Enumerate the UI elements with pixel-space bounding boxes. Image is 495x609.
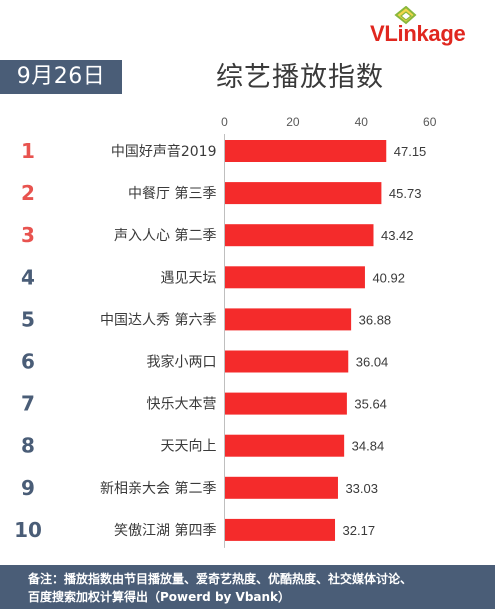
value-label: 35.64 xyxy=(354,397,387,412)
bar xyxy=(225,392,347,415)
bar xyxy=(225,266,365,289)
category-label: 我家小两口 xyxy=(147,354,217,371)
footer-note: 备注：播放指数由节目播放量、爱奇艺热度、优酷热度、社交媒体讨论、 百度搜索加权计… xyxy=(0,565,495,609)
rank-number: 3 xyxy=(21,223,35,247)
chart-title: 综艺播放指数 xyxy=(216,62,384,93)
category-label: 快乐大本营 xyxy=(147,397,217,413)
bar xyxy=(225,140,387,162)
rank-number: 1 xyxy=(21,139,35,163)
bar xyxy=(225,518,336,541)
rank-number: 2 xyxy=(21,181,35,205)
vlinkage-logo-icon xyxy=(394,6,417,25)
bar xyxy=(225,476,338,499)
category-label: 笑傲江湖 第四季 xyxy=(114,522,216,539)
vlinkage-wordmark: VLinkage xyxy=(370,21,466,46)
rank-number: 6 xyxy=(21,350,35,374)
rank-number: 8 xyxy=(21,434,35,458)
value-label: 34.84 xyxy=(352,439,385,454)
vlinkage-logo: VLinkage xyxy=(370,6,482,48)
rank-number: 9 xyxy=(21,476,35,500)
bar xyxy=(225,434,345,457)
value-label: 43.42 xyxy=(381,228,414,243)
x-tick-label: 20 xyxy=(286,115,300,129)
category-label: 声入人心 第二季 xyxy=(114,227,216,244)
bar xyxy=(225,350,349,373)
value-label: 47.15 xyxy=(394,144,427,159)
bar xyxy=(225,308,352,331)
rank-number: 5 xyxy=(21,307,35,331)
category-label: 中国好声音2019 xyxy=(111,143,217,160)
x-tick-label: 60 xyxy=(423,115,437,129)
category-label: 中国达人秀 第六季 xyxy=(100,311,216,328)
rank-number: 10 xyxy=(14,518,42,542)
bar xyxy=(225,224,374,247)
x-tick-label: 0 xyxy=(221,115,228,129)
value-label: 45.73 xyxy=(389,186,422,201)
date-badge: 9月26日 xyxy=(0,60,122,94)
category-label: 遇见天坛 xyxy=(161,270,217,286)
value-label: 40.92 xyxy=(372,270,405,285)
footer-note-line-2: 百度搜索加权计算得出（Powerd by Vbank） xyxy=(28,590,291,604)
value-label: 36.04 xyxy=(356,355,389,370)
category-label: 新相亲大会 第二季 xyxy=(100,480,216,497)
value-label: 36.88 xyxy=(359,312,392,327)
x-tick-label: 40 xyxy=(355,115,369,129)
category-label: 中餐厅 第三季 xyxy=(128,185,216,202)
value-label: 32.17 xyxy=(343,523,376,538)
value-label: 33.03 xyxy=(345,481,378,496)
footer-note-line-1: 备注：播放指数由节目播放量、爱奇艺热度、优酷热度、社交媒体讨论、 xyxy=(28,572,413,586)
category-label: 天天向上 xyxy=(161,439,217,455)
rank-number: 4 xyxy=(21,265,35,289)
bar xyxy=(225,182,382,205)
rank-number: 7 xyxy=(21,392,35,416)
